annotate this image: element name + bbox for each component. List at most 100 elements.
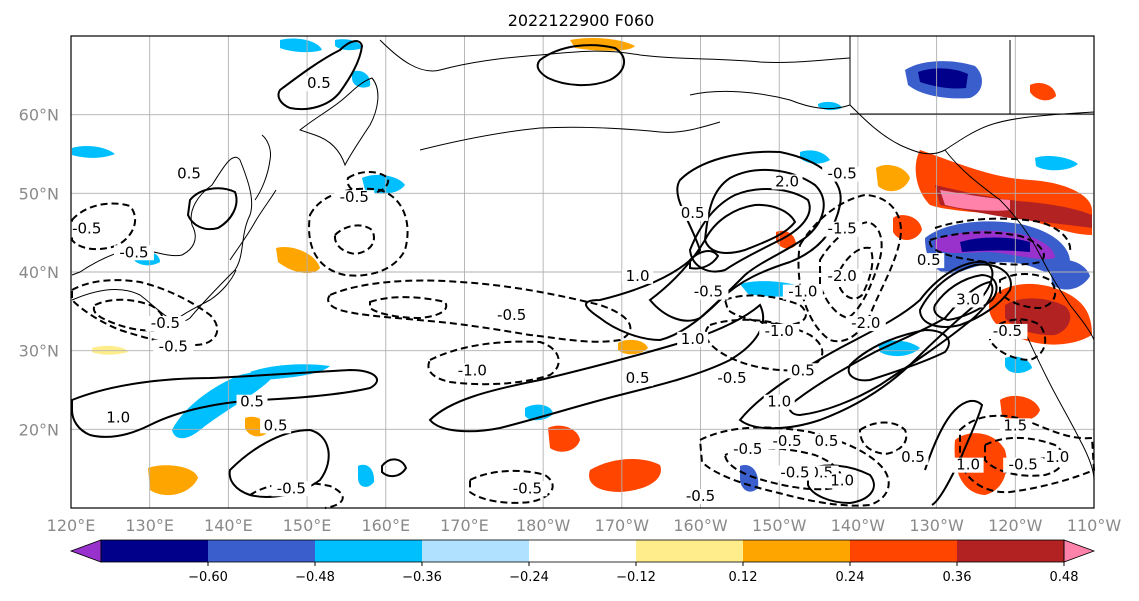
contour-label: -0.5 bbox=[694, 283, 723, 301]
latitude-axis: 20°N 30°N 40°N 50°N 60°N bbox=[19, 106, 59, 440]
negative-anomaly-region bbox=[1035, 156, 1078, 171]
contour-label-bg bbox=[173, 166, 205, 182]
contour-positive bbox=[703, 203, 797, 254]
contour-label-bg bbox=[712, 371, 753, 387]
contour-label: -0.5 bbox=[340, 188, 369, 206]
contour-label: -0.5 bbox=[828, 165, 857, 183]
contour-label: -0.5 bbox=[159, 338, 188, 356]
lon-tick-label: 110°W bbox=[1067, 516, 1122, 535]
contour-label-bg bbox=[102, 410, 134, 426]
lon-tick-label: 130°W bbox=[909, 516, 964, 535]
colorbar-tick-label: −0.60 bbox=[188, 570, 228, 585]
contour-label-bg bbox=[845, 316, 886, 332]
colorbar-swatch bbox=[636, 540, 744, 562]
contour-label: 1.5 bbox=[1003, 416, 1027, 434]
contour-label-bg bbox=[782, 284, 823, 300]
contour-positive bbox=[536, 44, 625, 87]
colorbar-tick-label: 0.48 bbox=[1050, 570, 1079, 585]
positive-anomaly-region bbox=[876, 165, 910, 192]
contour-label-bg bbox=[897, 449, 929, 465]
colorbar-swatch bbox=[101, 540, 209, 562]
contour-label: -0.5 bbox=[151, 314, 180, 332]
contour-label-bg bbox=[677, 205, 709, 221]
contour-label: -0.5 bbox=[497, 306, 526, 324]
colorbar-tick-label: −0.24 bbox=[509, 570, 549, 585]
lon-tick-label: 170°E bbox=[440, 516, 489, 535]
contour-positive bbox=[71, 368, 378, 438]
contour-label-bg bbox=[680, 489, 721, 505]
contour-label: 0.5 bbox=[791, 361, 815, 379]
contour-label-bg bbox=[767, 434, 808, 450]
colorbar-tick-label: 0.24 bbox=[836, 570, 865, 585]
positive-anomaly-region bbox=[548, 425, 580, 452]
contour-label-bg bbox=[334, 190, 375, 206]
contour-label: 1.0 bbox=[681, 330, 705, 348]
contour-label: -0.5 bbox=[686, 487, 715, 505]
contour-label: -0.5 bbox=[513, 479, 542, 497]
contour-negative bbox=[999, 273, 1057, 310]
contour-label-bg bbox=[271, 481, 312, 497]
colorbar-swatch bbox=[850, 540, 958, 562]
lat-tick-label: 50°N bbox=[19, 184, 59, 203]
contour-label: -1.0 bbox=[788, 283, 817, 301]
lat-tick-label: 20°N bbox=[19, 420, 59, 439]
contour-label: 0.5 bbox=[177, 165, 201, 183]
colorbar-swatch bbox=[957, 540, 1065, 562]
contour-label-bg bbox=[822, 268, 863, 284]
negative-anomaly-region bbox=[918, 68, 968, 89]
contour-label-bg bbox=[622, 371, 654, 387]
lon-tick-label: 180°W bbox=[516, 516, 571, 535]
lat-tick-label: 40°N bbox=[19, 263, 59, 282]
lon-tick-label: 150°E bbox=[283, 516, 332, 535]
contour-negative bbox=[819, 220, 883, 320]
lon-tick-label: 150°W bbox=[752, 516, 807, 535]
lat-tick-label: 60°N bbox=[19, 106, 59, 125]
colorbar-extend-low bbox=[69, 539, 102, 563]
contour-label-bg bbox=[622, 268, 654, 284]
negative-anomaly-region bbox=[72, 146, 115, 158]
contour-label: -0.5 bbox=[277, 479, 306, 497]
canada-border bbox=[849, 36, 1094, 115]
contour-negative bbox=[346, 171, 390, 196]
lon-tick-label: 170°W bbox=[595, 516, 650, 535]
colorbar: −0.60 −0.48 −0.36 −0.24 −0.12 0.12 0.24 0.36 0.4… bbox=[69, 539, 1096, 585]
contour-label-bg bbox=[822, 166, 863, 182]
negative-anomaly-region bbox=[250, 364, 330, 380]
contour-label-bg bbox=[153, 339, 194, 355]
contour-negative bbox=[327, 279, 632, 343]
positive-anomaly-region bbox=[589, 458, 661, 492]
positive-anomaly-region bbox=[1030, 83, 1056, 101]
contour-negative bbox=[839, 246, 874, 300]
contour-positive bbox=[933, 273, 998, 322]
sakhalin-coastline bbox=[254, 134, 271, 201]
contour-label: -1.0 bbox=[1040, 448, 1069, 466]
negative-anomaly-region bbox=[358, 464, 375, 487]
contour-negative bbox=[928, 231, 1045, 266]
contour-negative bbox=[934, 217, 1072, 253]
aleutian-chain bbox=[419, 121, 721, 151]
contour-label-bg bbox=[987, 323, 1028, 339]
lon-tick-label: 130°E bbox=[125, 516, 174, 535]
contour-label-bg bbox=[952, 457, 984, 473]
contour-label-bg bbox=[727, 441, 768, 457]
contour-negative bbox=[427, 340, 560, 386]
colorbar-outline bbox=[100, 539, 1065, 563]
lon-tick-label: 120°W bbox=[988, 516, 1043, 535]
baja-coastline bbox=[1019, 319, 1095, 481]
contour-label: -0.5 bbox=[119, 243, 148, 261]
contour-negative bbox=[308, 187, 409, 277]
contour-label: 1.0 bbox=[767, 393, 791, 411]
contour-label: 0.5 bbox=[815, 432, 839, 450]
contour-label: -2.0 bbox=[828, 267, 857, 285]
contour-label-bg bbox=[759, 323, 800, 339]
contour-positive bbox=[689, 250, 720, 270]
contour-label-bg bbox=[1003, 457, 1044, 473]
contour-positive bbox=[847, 328, 950, 382]
north-america-coastline bbox=[944, 149, 1095, 341]
contour-label: 0.5 bbox=[307, 74, 331, 92]
contour-label: -0.5 bbox=[993, 322, 1022, 340]
contour-negative bbox=[723, 294, 807, 327]
contour-negative bbox=[369, 296, 448, 320]
colorbar-swatch bbox=[529, 540, 637, 562]
contour-label: -0.5 bbox=[1009, 456, 1038, 474]
